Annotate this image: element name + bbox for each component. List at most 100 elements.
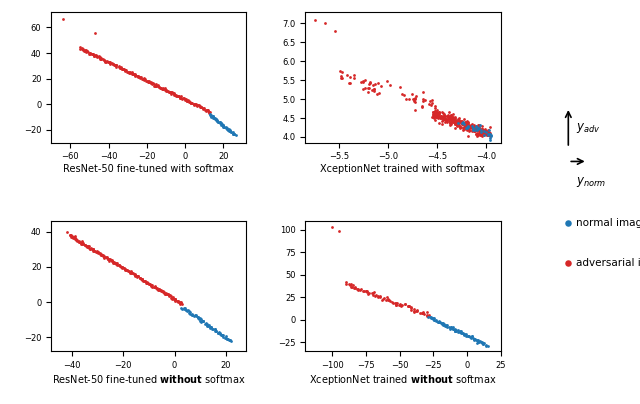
Point [471, 123, 481, 129]
Point [403, 303, 413, 309]
Point [203, 107, 213, 114]
Point [428, 112, 438, 118]
Point [442, 112, 452, 119]
Point [452, 122, 463, 129]
Point [209, 115, 220, 122]
Point [428, 316, 438, 322]
Point [457, 120, 467, 127]
Point [127, 70, 137, 77]
Point [462, 120, 472, 127]
Point [79, 46, 90, 53]
Point [116, 65, 127, 72]
Point [106, 257, 116, 263]
Point [176, 299, 186, 306]
Point [447, 114, 457, 120]
Point [194, 316, 204, 322]
Point [108, 257, 118, 264]
Point [463, 119, 473, 125]
Point [438, 112, 449, 119]
Point [401, 96, 411, 102]
Point [345, 74, 355, 80]
Point [173, 298, 184, 304]
Point [110, 62, 120, 69]
Point [381, 297, 391, 304]
Point [93, 54, 104, 60]
Point [471, 126, 481, 132]
Point [159, 290, 170, 296]
Point [216, 121, 227, 128]
Point [209, 115, 219, 121]
Point [162, 290, 172, 297]
Point [82, 243, 92, 249]
Point [429, 109, 440, 116]
Point [117, 264, 127, 271]
Point [161, 87, 171, 94]
Point [365, 78, 376, 85]
Point [208, 113, 218, 119]
Point [122, 267, 132, 273]
Point [207, 326, 218, 332]
Point [152, 286, 162, 292]
Point [120, 266, 131, 272]
Point [228, 130, 238, 137]
Point [112, 259, 122, 266]
Point [111, 62, 121, 69]
Point [472, 337, 482, 344]
Point [148, 80, 159, 87]
Point [447, 116, 457, 122]
Point [429, 113, 440, 119]
Point [476, 132, 486, 138]
Point [146, 80, 156, 86]
Point [193, 314, 204, 320]
Point [191, 102, 201, 109]
Point [224, 337, 234, 343]
Point [206, 324, 216, 330]
Point [109, 259, 120, 266]
Point [166, 293, 176, 299]
Point [449, 118, 459, 124]
Point [459, 126, 469, 132]
Point [114, 262, 124, 268]
Point [341, 281, 351, 287]
Point [438, 110, 448, 116]
Point [471, 130, 481, 137]
Point [403, 303, 413, 309]
Point [476, 130, 486, 137]
Point [433, 115, 443, 121]
Point [450, 326, 460, 332]
Point [209, 326, 220, 332]
Point [179, 97, 189, 103]
Point [151, 285, 161, 291]
Point [479, 128, 489, 134]
Point [360, 77, 370, 83]
Point [456, 328, 466, 335]
Point [376, 82, 386, 89]
Point [369, 289, 379, 296]
Point [358, 86, 368, 92]
Point [156, 85, 166, 91]
Point [455, 328, 465, 334]
Point [66, 232, 76, 238]
Point [221, 333, 231, 339]
Point [161, 86, 171, 93]
Point [120, 65, 130, 72]
Point [116, 263, 127, 270]
Point [167, 295, 177, 301]
Point [479, 131, 489, 138]
Point [120, 67, 131, 73]
Point [368, 292, 378, 298]
Point [202, 322, 212, 328]
Point [202, 107, 212, 113]
Point [81, 49, 92, 55]
Point [207, 326, 218, 332]
Point [454, 120, 464, 127]
Point [228, 131, 238, 137]
Point [99, 253, 109, 259]
Point [475, 126, 485, 132]
Point [189, 101, 199, 108]
Point [205, 325, 216, 331]
Point [453, 116, 463, 122]
Point [221, 124, 231, 131]
Point [472, 340, 483, 346]
Point [484, 130, 494, 137]
